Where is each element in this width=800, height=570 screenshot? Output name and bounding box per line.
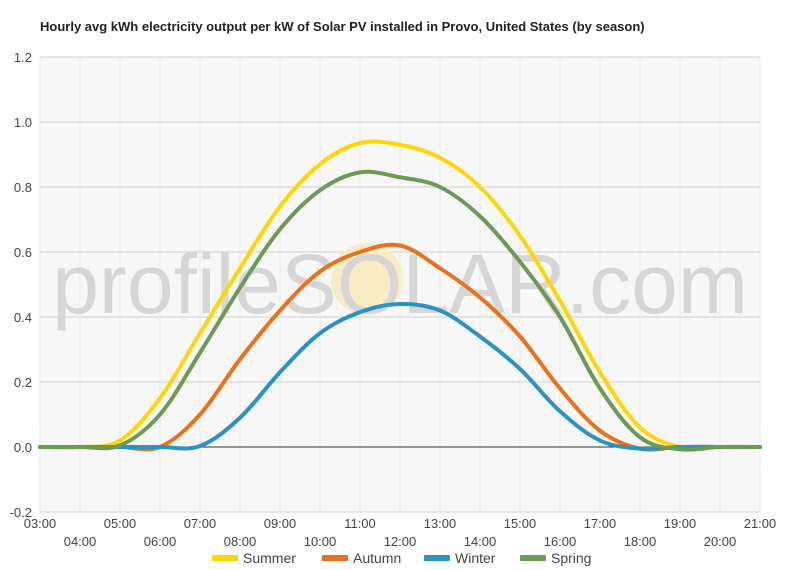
legend-swatch — [424, 555, 450, 561]
x-tick-label: 08:00 — [224, 534, 257, 549]
legend-swatch — [212, 555, 238, 561]
watermark-text: profileSOLAR.com — [52, 237, 748, 331]
legend-swatch — [520, 555, 546, 561]
chart-title: Hourly avg kWh electricity output per kW… — [40, 19, 645, 34]
x-tick-label: 13:00 — [424, 516, 457, 531]
axes: -0.2 0.0 0.2 0.4 0.6 0.8 1.0 1.2 03:00 04:00 05:00… — [10, 50, 777, 549]
legend-item-spring[interactable]: Spring — [520, 550, 591, 566]
watermark-sun-icon — [331, 243, 403, 315]
series-line-summer[interactable] — [38, 139, 762, 451]
y-tick-label: 0.4 — [14, 310, 32, 325]
x-tick-label: 14:00 — [464, 534, 497, 549]
series-lines — [38, 139, 762, 452]
x-tick-label: 09:00 — [264, 516, 297, 531]
x-tick-label: 16:00 — [544, 534, 577, 549]
legend-label: Summer — [243, 550, 296, 566]
series-line-winter[interactable] — [38, 301, 762, 451]
x-tick-label: 04:00 — [64, 534, 97, 549]
x-tick-label: 20:00 — [704, 534, 737, 549]
y-tick-label: 1.0 — [14, 115, 32, 130]
x-tick-label: 11:00 — [344, 516, 376, 531]
x-tick-label: 03:00 — [24, 516, 57, 531]
x-tick-label: 15:00 — [504, 516, 537, 531]
x-tick-label: 10:00 — [304, 534, 337, 549]
legend-label: Spring — [551, 550, 591, 566]
legend-item-summer[interactable]: Summer — [212, 550, 296, 566]
legend-label: Winter — [455, 550, 496, 566]
x-tick-label: 18:00 — [624, 534, 657, 549]
y-tick-label: -0.2 — [10, 505, 32, 520]
x-tick-label: 21:00 — [744, 516, 777, 531]
x-tick-label: 19:00 — [664, 516, 697, 531]
watermark: profileSOLAR.com — [52, 237, 748, 331]
y-tick-label: 1.2 — [14, 50, 32, 65]
y-tick-label: 0.2 — [14, 375, 32, 390]
x-tick-label: 17:00 — [584, 516, 617, 531]
y-tick-label: 0.0 — [14, 440, 32, 455]
series-line-spring[interactable] — [38, 169, 762, 452]
x-tick-label: 12:00 — [384, 534, 417, 549]
x-tick-label: 06:00 — [144, 534, 177, 549]
legend-item-autumn[interactable]: Autumn — [322, 550, 401, 566]
x-tick-label: 07:00 — [184, 516, 217, 531]
legend-swatch — [322, 555, 348, 561]
y-tick-label: 0.6 — [14, 245, 32, 260]
legend[interactable]: Summer Autumn Winter Spring — [212, 550, 591, 566]
y-tick-label: 0.8 — [14, 180, 32, 195]
legend-label: Autumn — [353, 550, 401, 566]
legend-item-winter[interactable]: Winter — [424, 550, 496, 566]
x-tick-label: 05:00 — [104, 516, 137, 531]
